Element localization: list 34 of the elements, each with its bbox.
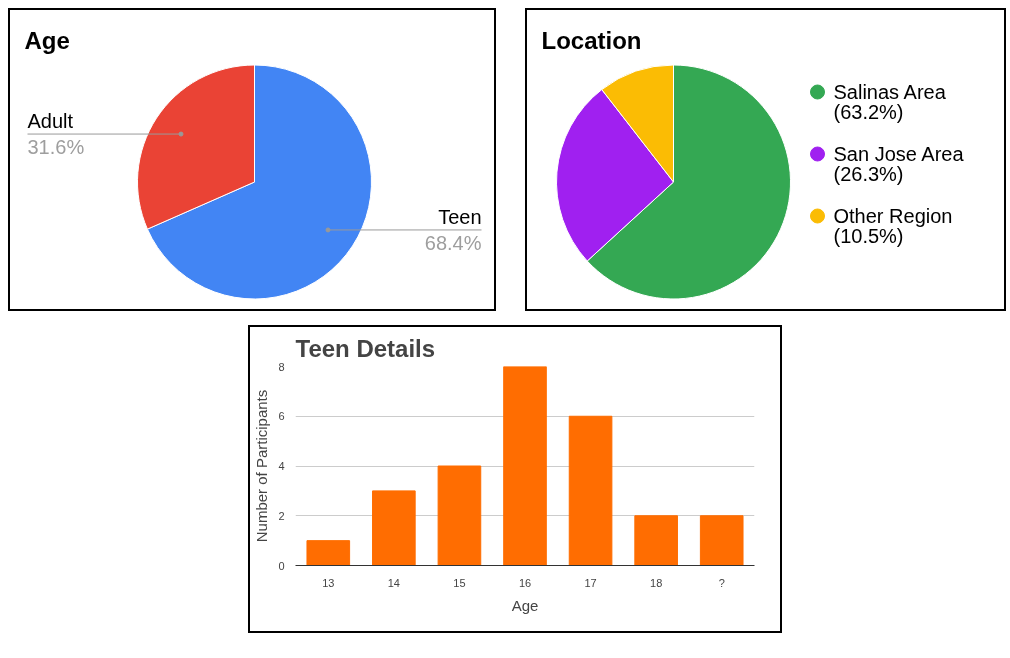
bar — [503, 366, 547, 566]
x-tick-label: 16 — [518, 576, 532, 589]
x-tick-label: 14 — [387, 576, 400, 589]
legend-label: San Jose Area — [833, 143, 965, 165]
chart-title: Teen Details — [295, 334, 436, 362]
data-label: (63.2%) — [833, 101, 904, 123]
x-tick-label: 18 — [650, 576, 663, 589]
y-axis-title: Number of Participants — [253, 389, 271, 543]
y-tick-label: 0 — [278, 559, 285, 572]
bar — [306, 540, 351, 566]
chart-title: Location — [541, 26, 642, 54]
legend-label: Other Region — [833, 205, 953, 227]
y-tick-label: 4 — [278, 460, 285, 472]
bar — [699, 515, 744, 566]
legend-label: Salinas Area — [833, 81, 947, 103]
y-tick-label: 8 — [278, 360, 285, 373]
slice-label: Adult — [27, 110, 74, 133]
x-tick-label: 13 — [322, 576, 335, 589]
bar — [437, 465, 482, 566]
bar — [372, 490, 416, 566]
x-tick-label: ? — [718, 576, 725, 589]
x-tick-label: 17 — [584, 576, 597, 589]
x-axis-title: Age — [511, 596, 539, 614]
slice-label: Teen — [438, 205, 482, 228]
y-tick-label: 2 — [278, 509, 285, 522]
bar — [568, 415, 613, 566]
data-label: 68.4% — [424, 231, 482, 254]
data-label: 31.6% — [27, 136, 85, 159]
data-label: (10.5%) — [833, 225, 904, 247]
data-label: (26.3%) — [833, 163, 904, 185]
x-tick-label: 15 — [453, 576, 466, 589]
chart-title: Age — [24, 26, 70, 54]
bar — [634, 515, 678, 566]
y-tick-label: 6 — [278, 410, 285, 423]
